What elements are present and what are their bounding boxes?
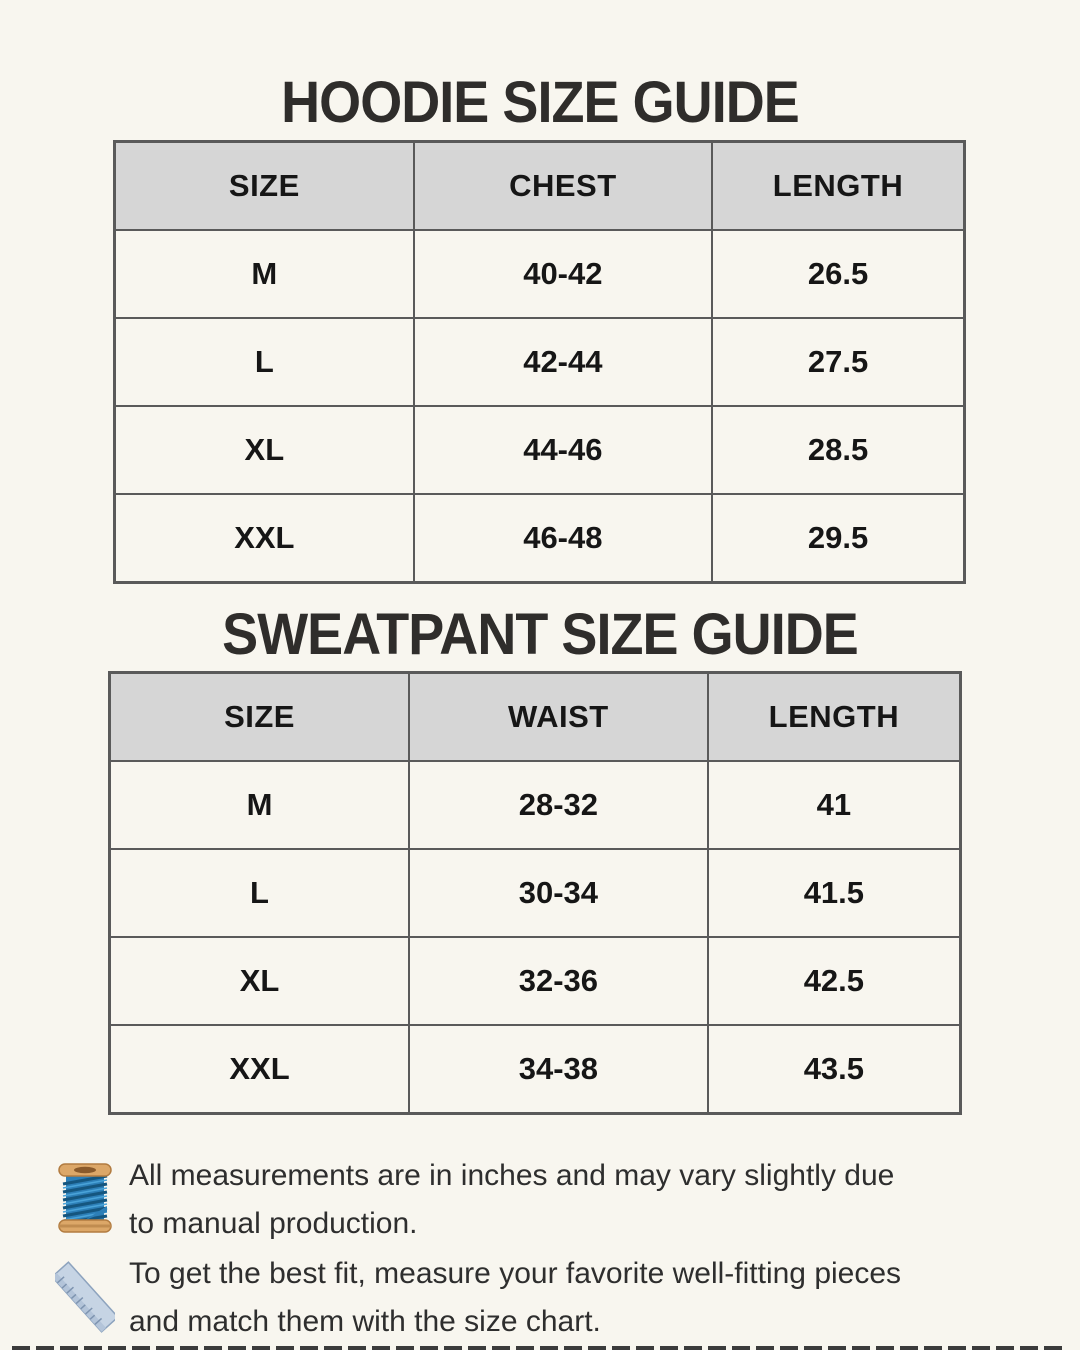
hoodie-chest-cell: 40-42 — [412, 229, 714, 319]
best-fit-note: To get the best fit, measure your favori… — [55, 1250, 955, 1346]
hoodie-col-chest: CHEST — [412, 140, 714, 231]
sweatpant-length-cell: 41.5 — [706, 848, 962, 938]
sweatpant-col-size: SIZE — [108, 671, 411, 762]
sweatpant-waist-cell: 32-36 — [408, 936, 709, 1026]
hoodie-col-size: SIZE — [113, 140, 415, 231]
table-row: XL 44-46 28.5 — [113, 405, 966, 495]
hoodie-length-cell: 27.5 — [711, 317, 966, 407]
hoodie-length-cell: 26.5 — [711, 229, 966, 319]
cut-off-dashed-line — [12, 1346, 1068, 1350]
hoodie-guide-title: HOODIE SIZE GUIDE — [281, 70, 800, 135]
sweatpant-size-cell: M — [108, 760, 411, 850]
hoodie-chest-cell: 42-44 — [412, 317, 714, 407]
sweatpant-size-cell: XXL — [108, 1024, 411, 1115]
hoodie-length-cell: 28.5 — [711, 405, 966, 495]
hoodie-chest-cell: 44-46 — [412, 405, 714, 495]
sweatpant-size-cell: L — [108, 848, 411, 938]
measurement-note: All measurements are in inches and may v… — [55, 1152, 955, 1248]
hoodie-chest-cell: 46-48 — [412, 493, 714, 584]
table-row: M 28-32 41 — [108, 760, 962, 850]
hoodie-size-table: SIZE CHEST LENGTH M 40-42 26.5 L 42-44 2… — [113, 140, 966, 584]
sweatpant-length-cell: 43.5 — [706, 1024, 962, 1115]
sweatpant-size-cell: XL — [108, 936, 411, 1026]
sweatpant-col-length: LENGTH — [706, 671, 962, 762]
sweatpant-size-table: SIZE WAIST LENGTH M 28-32 41 L 30-34 41.… — [108, 671, 962, 1115]
table-row: L 42-44 27.5 — [113, 317, 966, 407]
sweatpant-waist-cell: 30-34 — [408, 848, 709, 938]
hoodie-size-cell: XXL — [113, 493, 415, 584]
ruler-icon — [55, 1260, 115, 1334]
hoodie-size-cell: L — [113, 317, 415, 407]
measurement-note-text: All measurements are in inches and may v… — [129, 1159, 895, 1240]
sweatpant-waist-cell: 34-38 — [408, 1024, 709, 1115]
best-fit-note-text: To get the best fit, measure your favori… — [129, 1257, 902, 1338]
table-row: L 30-34 41.5 — [108, 848, 962, 938]
hoodie-col-length: LENGTH — [711, 140, 966, 231]
sweatpant-length-cell: 42.5 — [706, 936, 962, 1026]
hoodie-length-cell: 29.5 — [711, 493, 966, 584]
sweatpant-header-row: SIZE WAIST LENGTH — [108, 671, 962, 762]
sweatpant-guide-title: SWEATPANT SIZE GUIDE — [222, 602, 859, 667]
hoodie-size-cell: XL — [113, 405, 415, 495]
hoodie-size-cell: M — [113, 229, 415, 319]
table-row: M 40-42 26.5 — [113, 229, 966, 319]
hoodie-header-row: SIZE CHEST LENGTH — [113, 140, 966, 231]
footer-notes: All measurements are in inches and may v… — [55, 1152, 955, 1346]
sweatpant-length-cell: 41 — [706, 760, 962, 850]
sweatpant-waist-cell: 28-32 — [408, 760, 709, 850]
sweatpant-col-waist: WAIST — [408, 671, 709, 762]
table-row: XL 32-36 42.5 — [108, 936, 962, 1026]
thread-spool-icon — [55, 1162, 115, 1236]
table-row: XXL 46-48 29.5 — [113, 493, 966, 584]
table-row: XXL 34-38 43.5 — [108, 1024, 962, 1115]
